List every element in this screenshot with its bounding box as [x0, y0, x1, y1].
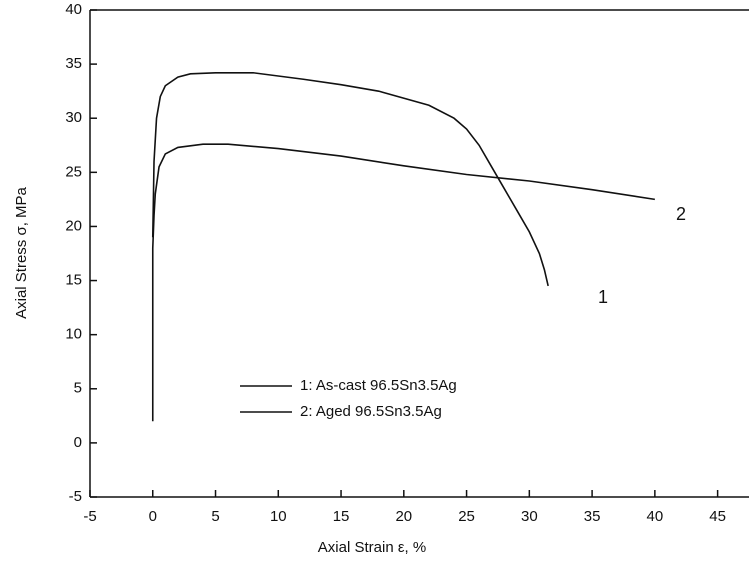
- series-line: [151, 71, 549, 287]
- x-tick-label: -5: [83, 508, 96, 525]
- y-tick-label: 20: [65, 217, 82, 234]
- x-tick-label: 30: [521, 508, 538, 525]
- x-tick-label: 15: [333, 508, 350, 525]
- y-tick-label: 35: [65, 55, 82, 72]
- y-axis-label: Axial Stress σ, MPa: [13, 186, 30, 318]
- curve-label: 2: [676, 204, 686, 224]
- y-tick-label: 10: [65, 326, 82, 343]
- x-tick-label: 5: [211, 508, 219, 525]
- legend-label: 1: As-cast 96.5Sn3.5Ag: [300, 377, 457, 394]
- y-tick-label: 5: [74, 380, 82, 397]
- series-line: [151, 143, 655, 422]
- x-axis-label: Axial Strain ε, %: [318, 539, 426, 556]
- y-tick-label: 15: [65, 272, 82, 289]
- x-tick-label: 45: [709, 508, 726, 525]
- x-tick-label: 10: [270, 508, 287, 525]
- legend-label: 2: Aged 96.5Sn3.5Ag: [300, 403, 442, 420]
- x-tick-label: 40: [647, 508, 664, 525]
- curve-label: 1: [598, 287, 608, 307]
- y-tick-label: 30: [65, 109, 82, 126]
- x-tick-label: 35: [584, 508, 601, 525]
- x-tick-label: 25: [458, 508, 475, 525]
- x-tick-label: 0: [149, 508, 157, 525]
- y-tick-label: 0: [74, 434, 82, 451]
- y-tick-label: -5: [69, 488, 82, 505]
- y-tick-label: 40: [65, 1, 82, 18]
- y-tick-label: 25: [65, 163, 82, 180]
- x-tick-label: 20: [395, 508, 412, 525]
